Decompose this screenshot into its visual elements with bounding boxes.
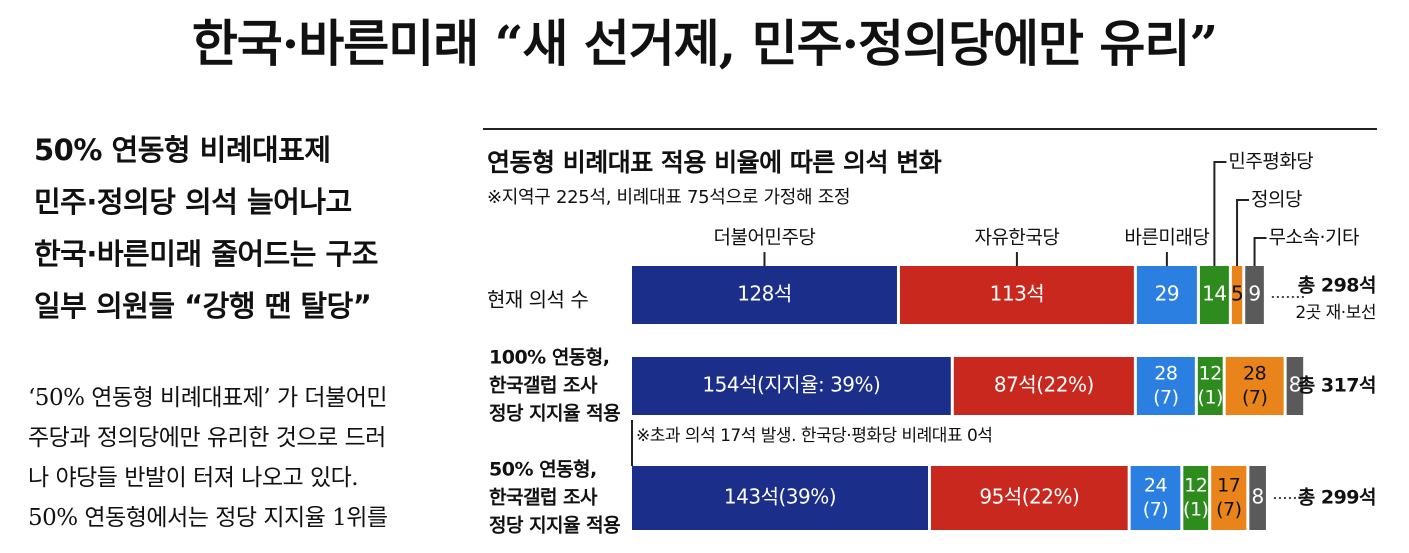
legend-connector — [1213, 161, 1227, 266]
excess-seat-note: ※초과 의석 17석 발생. 한국당·평화당 비례대표 0석 — [636, 426, 992, 446]
subhead-4: 일부 의원들 “강행 땐 탈당” — [34, 289, 372, 323]
headline: 한국·바른미래 “새 선거제, 민주·정의당에만 유리” — [191, 14, 1218, 73]
bar-value-label: 95석(22%) — [979, 485, 1079, 509]
bar-value-label: 24 (7) — [1143, 475, 1168, 521]
legend-connector — [1253, 237, 1267, 266]
bar-value-label: 29 — [1155, 282, 1179, 306]
body-line: 50% 연동형에서는 정당 지지율 1위를 — [28, 505, 388, 531]
total-label: 총 298석 — [1298, 275, 1376, 297]
bar-value-label: 87석(22%) — [994, 373, 1094, 397]
subhead-2: 민주·정의당 의석 늘어나고 — [34, 185, 352, 219]
bar-segment — [1183, 466, 1209, 530]
chart-subtitle: ※지역구 225석, 비례대표 75석으로 가정해 조정 — [487, 187, 851, 208]
bar-segment — [899, 266, 1134, 324]
bar-segment — [632, 357, 951, 415]
bar-segment — [1225, 357, 1284, 415]
category-label: 현재 의석 수 — [487, 288, 588, 312]
bar-value-label: 12 (1) — [1198, 363, 1223, 409]
bar-segment — [1197, 357, 1223, 415]
bar-segment — [1199, 266, 1229, 324]
bar-segment — [931, 466, 1128, 530]
chart-title: 연동형 비례대표 적용 비율에 따른 의석 변화 — [487, 148, 942, 177]
bar-value-label: 17 (7) — [1216, 475, 1241, 521]
bar-value-label: 14 — [1202, 282, 1226, 306]
bar-value-label: 154석(지지율: 39%) — [702, 373, 880, 397]
legend-label: 자유한국당 — [974, 227, 1059, 249]
category-label: 50% 연동형, 한국갤럽 조사 정당 지지율 적용 — [489, 459, 620, 537]
bar-segment — [953, 357, 1134, 415]
legend-label: 민주평화당 — [1228, 151, 1313, 173]
bar-segment — [1249, 466, 1266, 530]
subhead-1: 50% 연동형 비례대표제 — [34, 133, 331, 167]
bar-segment — [632, 466, 929, 530]
bar-value-label: 143석(39%) — [724, 485, 836, 509]
bar-value-label: 28 (7) — [1153, 363, 1178, 409]
bar-value-label: 9 — [1248, 282, 1260, 306]
article-body: ‘50% 연동형 비례대표제’ 가 더불어민 주당과 정의당에만 유리한 것으로… — [28, 378, 458, 538]
subhead-3: 한국·바른미래 줄어드는 구조 — [34, 237, 378, 271]
bar-value-label: 12 (1) — [1183, 475, 1208, 521]
bar-segment — [1211, 466, 1247, 530]
bar-segment — [1231, 266, 1243, 324]
legend-label: 바른미래당 — [1124, 227, 1209, 249]
bar-segment — [1136, 266, 1197, 324]
body-line: 나 야당들 반발이 터져 나오고 있다. — [28, 465, 359, 491]
bar-value-label: 5 — [1231, 282, 1243, 306]
legend-label: 무소속·기타 — [1269, 227, 1359, 249]
bar-segment — [1130, 466, 1181, 530]
total-note: 2곳 재·보선 — [1295, 303, 1376, 323]
bar-value-label: 8 — [1252, 485, 1264, 509]
legend-label: 더불어민주당 — [714, 227, 816, 249]
category-label: 100% 연동형, 한국갤럽 조사 정당 지지율 적용 — [489, 347, 620, 425]
subheads: 50% 연동형 비례대표제 민주·정의당 의석 늘어나고 한국·바른미래 줄어드… — [34, 124, 378, 332]
bar-value-label: 8 — [1289, 373, 1301, 397]
body-line: ‘50% 연동형 비례대표제’ 가 더불어민 — [28, 385, 388, 411]
total-label: 총 299석 — [1298, 487, 1376, 509]
total-label: 총 317석 — [1298, 375, 1376, 397]
bar-segment — [1245, 266, 1264, 324]
chart-top-rule — [483, 128, 1377, 130]
bar-value-label: 28 (7) — [1242, 363, 1267, 409]
legend-connector — [1236, 199, 1250, 266]
bar-segment — [632, 266, 897, 324]
bar-value-label: 128석 — [737, 282, 792, 306]
bar-segment — [1286, 357, 1304, 415]
legend-label: 정의당 — [1251, 189, 1302, 211]
body-line: 주당과 정의당에만 유리한 것으로 드러 — [28, 425, 386, 451]
bar-segment — [1136, 357, 1195, 415]
bar-value-label: 113석 — [990, 282, 1045, 306]
